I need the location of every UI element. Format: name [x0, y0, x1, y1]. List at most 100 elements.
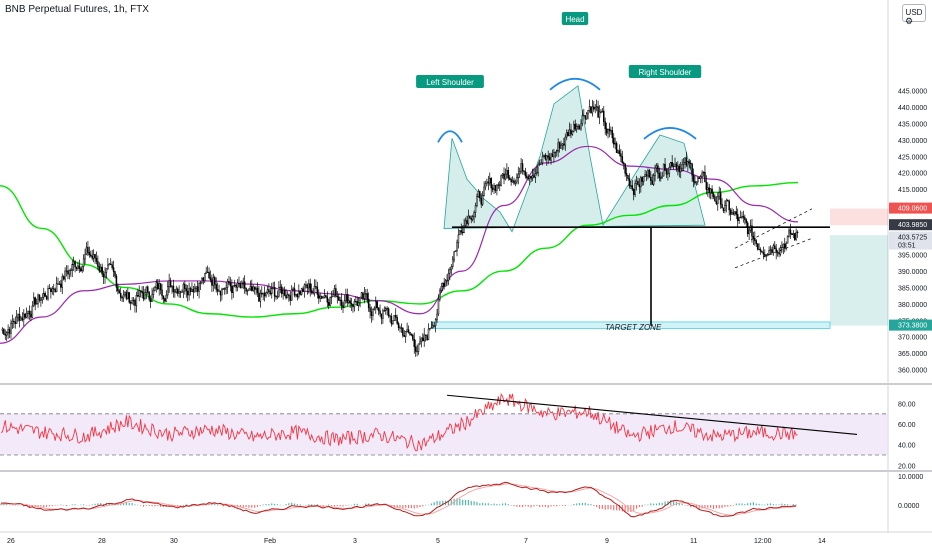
macd-histogram-bar — [713, 505, 714, 509]
macd-histogram-bar — [733, 505, 734, 506]
time-tick-label: 3 — [353, 538, 357, 545]
macd-histogram-bar — [548, 505, 549, 508]
candle-body — [154, 288, 155, 291]
candle-body — [676, 164, 677, 169]
candle-body — [726, 200, 727, 205]
candle-body — [127, 292, 128, 298]
macd-histogram-bar — [756, 504, 757, 506]
price-tick-label: 435.0000 — [898, 122, 927, 129]
candle-body — [142, 291, 143, 293]
candle-body — [571, 130, 572, 134]
macd-histogram-bar — [9, 505, 10, 506]
candle-body — [541, 163, 542, 164]
candle-body — [49, 288, 50, 289]
macd-histogram-bar — [251, 505, 252, 508]
candle-body — [149, 292, 150, 299]
candle-body — [485, 183, 486, 187]
candle-body — [625, 164, 626, 174]
candle-body — [75, 262, 76, 267]
candle-body — [23, 314, 24, 320]
candle-body — [340, 300, 341, 301]
candle-body — [321, 296, 322, 298]
candle-body — [8, 329, 9, 332]
candle-body — [216, 284, 217, 289]
candle-body — [233, 286, 234, 293]
candle-body — [241, 283, 242, 288]
candle-body — [522, 164, 523, 171]
macd-histogram-bar — [63, 505, 64, 506]
candle-body — [575, 124, 576, 129]
candle-body — [58, 284, 59, 285]
candle-body — [472, 217, 473, 220]
candle-body — [256, 288, 257, 289]
target-zone-label: TARGET ZONE — [605, 323, 662, 332]
candle-body — [80, 269, 81, 271]
candle-body — [318, 294, 319, 298]
candle-body — [89, 252, 90, 254]
candle-body — [447, 280, 448, 281]
candle-body — [555, 152, 556, 153]
candle-body — [391, 316, 392, 323]
macd-histogram-bar — [288, 503, 289, 505]
candle-body — [590, 107, 591, 113]
macd-histogram-bar — [656, 504, 657, 506]
candle-body — [15, 322, 16, 324]
candle-body — [370, 308, 371, 312]
macd-histogram-bar — [790, 505, 791, 506]
macd-histogram-bar — [764, 505, 765, 506]
macd-histogram-bar — [129, 503, 130, 505]
candle-body — [357, 302, 358, 306]
candle-body — [682, 164, 683, 168]
candle-body — [159, 284, 160, 289]
candle-body — [397, 317, 398, 323]
candle-body — [595, 108, 596, 110]
gear-icon[interactable]: ⚙ — [905, 16, 913, 27]
candle-body — [122, 297, 123, 298]
candle-body — [709, 188, 710, 193]
candle-body — [284, 290, 285, 295]
bar-countdown-label: 03:51 — [898, 243, 916, 250]
candle-body — [598, 107, 599, 117]
macd-histogram-bar — [411, 505, 412, 508]
macd-histogram-bar — [462, 500, 463, 505]
candle-body — [690, 163, 691, 164]
candle-body — [498, 185, 499, 186]
time-tick-label: 11 — [690, 538, 697, 545]
candle-body — [320, 296, 321, 298]
macd-histogram-bar — [285, 504, 286, 505]
candle-body — [670, 162, 671, 167]
candle-body — [371, 312, 372, 316]
candle-body — [612, 130, 613, 137]
candle-body — [268, 290, 269, 292]
candle-body — [86, 247, 87, 254]
candle-body — [152, 295, 153, 302]
macd-histogram-bar — [511, 505, 512, 506]
candle-body — [432, 326, 433, 328]
macd-histogram-bar — [94, 504, 95, 506]
macd-histogram-bar — [431, 503, 432, 505]
time-tick-label: 14 — [818, 538, 826, 545]
candle-body — [637, 181, 638, 185]
candle-body — [26, 313, 27, 317]
candle-body — [468, 216, 469, 224]
candle-body — [45, 293, 46, 296]
macd-histogram-bar — [405, 505, 406, 508]
candle-body — [476, 197, 477, 206]
candle-body — [164, 299, 165, 302]
macd-histogram-bar — [602, 505, 603, 509]
candle-body — [146, 287, 147, 293]
candle-body — [578, 126, 579, 127]
candle-body — [667, 173, 668, 174]
candle-body — [42, 297, 43, 300]
candle-body — [499, 185, 500, 186]
candle-body — [197, 287, 198, 292]
candle-body — [538, 164, 539, 172]
candle-body — [177, 289, 178, 293]
macd-histogram-bar — [425, 505, 426, 506]
candle-body — [263, 293, 264, 294]
candle-body — [461, 231, 462, 232]
candle-body — [414, 339, 415, 347]
macd-histogram-bar — [593, 505, 594, 506]
